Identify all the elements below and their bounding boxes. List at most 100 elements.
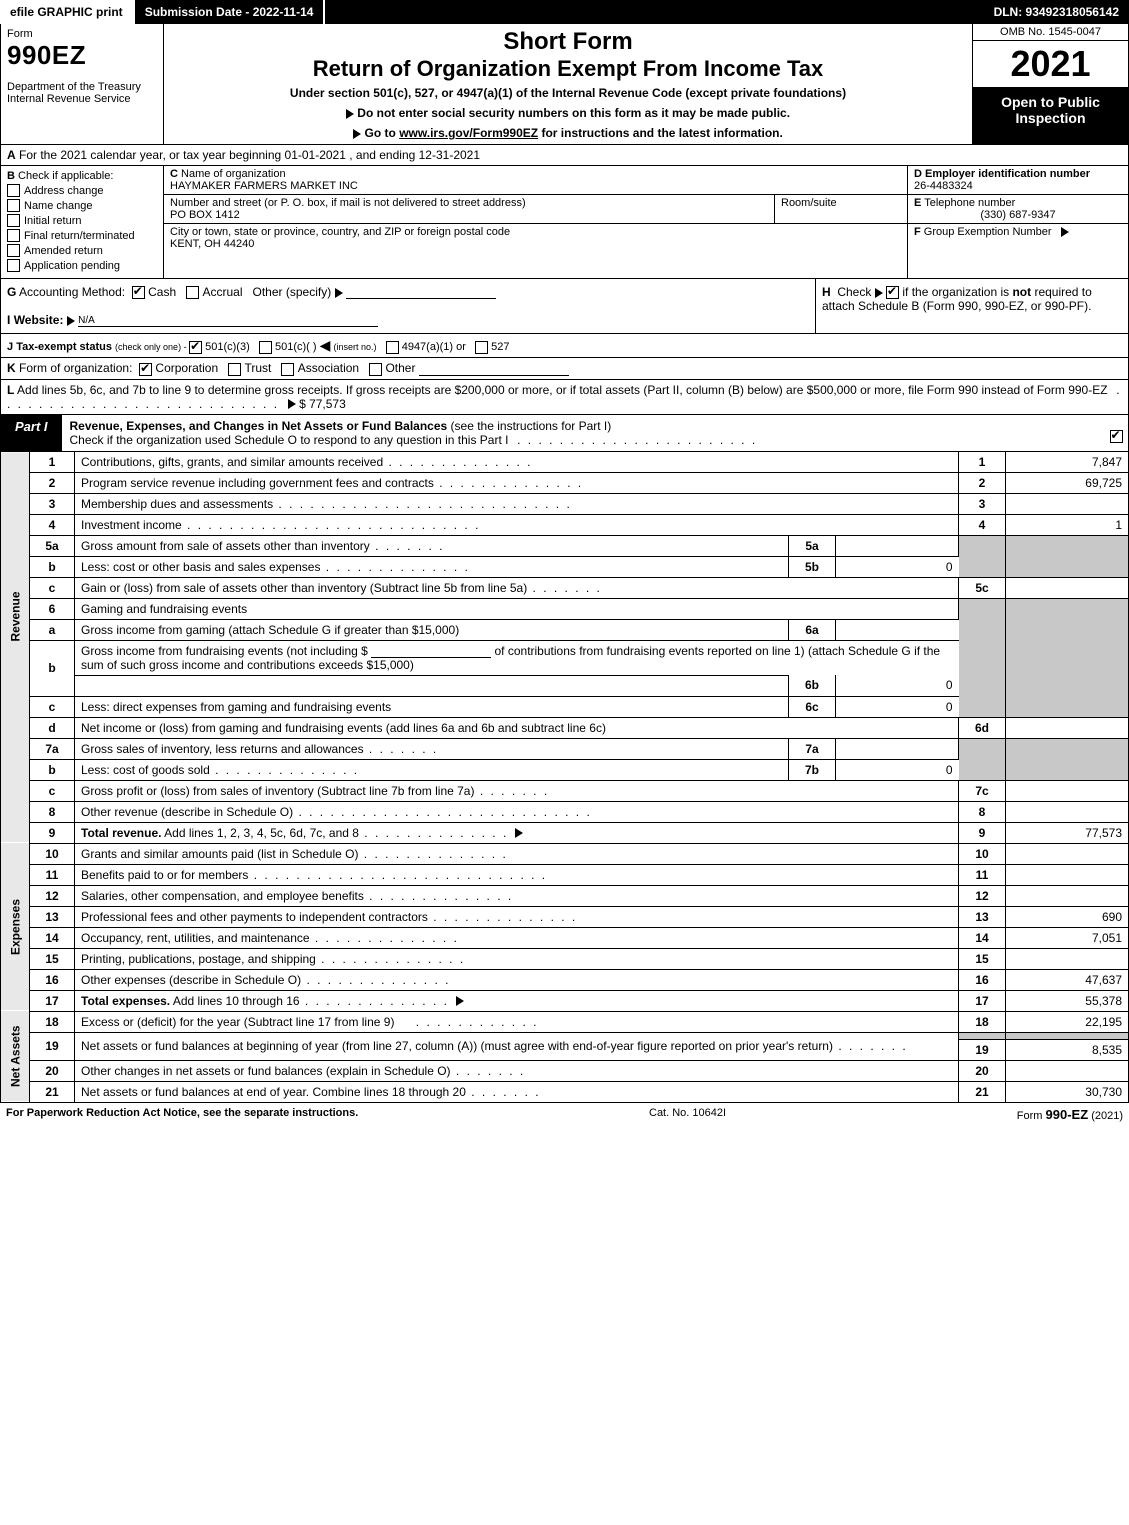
col-h: H Check if the organization is not requi… bbox=[815, 279, 1128, 333]
line-desc: Program service revenue including govern… bbox=[75, 472, 959, 493]
noss-text: Do not enter social security numbers on … bbox=[357, 106, 790, 120]
cb-accrual[interactable] bbox=[186, 286, 199, 299]
line-2: 2 Program service revenue including gove… bbox=[1, 472, 1129, 493]
box-val: 690 bbox=[1006, 906, 1129, 927]
part-i-checkbox-cell bbox=[1104, 415, 1128, 451]
arrow-icon bbox=[1061, 227, 1069, 237]
part-i-table: Revenue 1 Contributions, gifts, grants, … bbox=[0, 452, 1129, 1103]
phone-cell: E Telephone number (330) 687-9347 bbox=[908, 195, 1128, 224]
line-num: 9 bbox=[30, 822, 75, 843]
cb-application-pending[interactable]: Application pending bbox=[7, 259, 157, 272]
checkbox-icon bbox=[7, 229, 20, 242]
sub-num: 7a bbox=[789, 738, 836, 759]
tax-exempt-label: Tax-exempt status bbox=[16, 341, 112, 353]
line-num: c bbox=[30, 780, 75, 801]
cb-address-change[interactable]: Address change bbox=[7, 184, 157, 197]
addr-row: Number and street (or P. O. box, if mail… bbox=[164, 195, 907, 224]
cb-final-return[interactable]: Final return/terminated bbox=[7, 229, 157, 242]
line-desc: Gaming and fundraising events bbox=[75, 598, 959, 619]
box-val bbox=[1006, 717, 1129, 738]
cb-schedule-o[interactable] bbox=[1110, 430, 1123, 443]
line-21: 21 Net assets or fund balances at end of… bbox=[1, 1081, 1129, 1102]
line-desc: Less: cost of goods sold bbox=[75, 759, 789, 780]
box-num: 11 bbox=[959, 864, 1006, 885]
section-k: K Form of organization: Corporation Trus… bbox=[0, 358, 1129, 379]
part-i-title: Revenue, Expenses, and Changes in Net As… bbox=[62, 415, 1104, 451]
cb-527[interactable] bbox=[475, 341, 488, 354]
line-10: Expenses 10 Grants and similar amounts p… bbox=[1, 843, 1129, 864]
irs-label: Internal Revenue Service bbox=[7, 93, 157, 105]
line-num: 7a bbox=[30, 738, 75, 759]
part-i-header: Part I Revenue, Expenses, and Changes in… bbox=[0, 415, 1129, 452]
street-value: PO BOX 1412 bbox=[170, 209, 240, 221]
noss-line: Do not enter social security numbers on … bbox=[170, 106, 966, 120]
line-4: 4 Investment income 4 1 bbox=[1, 514, 1129, 535]
box-shade bbox=[1006, 598, 1129, 717]
line-num: 18 bbox=[30, 1011, 75, 1032]
box-num: 15 bbox=[959, 948, 1006, 969]
line-desc: Other changes in net assets or fund bala… bbox=[75, 1060, 959, 1081]
line-7a: 7a Gross sales of inventory, less return… bbox=[1, 738, 1129, 759]
line-desc: Excess or (deficit) for the year (Subtra… bbox=[75, 1011, 959, 1032]
cb-sched-b[interactable] bbox=[886, 286, 899, 299]
line-a-text: For the 2021 calendar year, or tax year … bbox=[19, 148, 480, 162]
box-num: 4 bbox=[959, 514, 1006, 535]
other-specify-field[interactable] bbox=[346, 298, 496, 299]
cb-amended-return[interactable]: Amended return bbox=[7, 244, 157, 257]
ein-value: 26-4483324 bbox=[914, 180, 973, 192]
header-center: Short Form Return of Organization Exempt… bbox=[164, 24, 973, 144]
box-shade bbox=[959, 598, 1006, 717]
line-num: 14 bbox=[30, 927, 75, 948]
arrow-icon bbox=[346, 109, 354, 119]
box-shade bbox=[959, 535, 1006, 577]
website-label: Website: bbox=[14, 313, 64, 327]
cb-name-change[interactable]: Name change bbox=[7, 199, 157, 212]
cb-501c3[interactable] bbox=[189, 341, 202, 354]
box-val: 22,195 bbox=[1006, 1011, 1129, 1032]
box-val: 1 bbox=[1006, 514, 1129, 535]
line-desc: Gross income from gaming (attach Schedul… bbox=[75, 619, 789, 640]
line-13: 13 Professional fees and other payments … bbox=[1, 906, 1129, 927]
h-not: not bbox=[1012, 285, 1031, 299]
sub-num: 7b bbox=[789, 759, 836, 780]
box-val: 7,847 bbox=[1006, 452, 1129, 473]
website-value: N/A bbox=[78, 315, 378, 327]
line-num: 20 bbox=[30, 1060, 75, 1081]
box-num: 14 bbox=[959, 927, 1006, 948]
line-desc: Net income or (loss) from gaming and fun… bbox=[75, 717, 959, 738]
label-k: K bbox=[7, 361, 16, 375]
sub-val: 0 bbox=[836, 759, 959, 780]
cb-4947[interactable] bbox=[386, 341, 399, 354]
line-desc: Less: cost or other basis and sales expe… bbox=[75, 556, 789, 577]
cb-trust[interactable] bbox=[228, 363, 241, 376]
line-num: 16 bbox=[30, 969, 75, 990]
org-name-cell: C Name of organization HAYMAKER FARMERS … bbox=[164, 166, 907, 195]
sub-val bbox=[836, 619, 959, 640]
cb-corporation[interactable] bbox=[139, 363, 152, 376]
sub-val: 0 bbox=[836, 556, 959, 577]
irs-link[interactable]: www.irs.gov/Form990EZ bbox=[399, 126, 538, 140]
other-org-field[interactable] bbox=[419, 375, 569, 376]
short-form-title: Short Form bbox=[170, 28, 966, 56]
return-title: Return of Organization Exempt From Incom… bbox=[170, 56, 966, 82]
cb-initial-return[interactable]: Initial return bbox=[7, 214, 157, 227]
line-5c: c Gain or (loss) from sale of assets oth… bbox=[1, 577, 1129, 598]
line-num: 10 bbox=[30, 843, 75, 864]
sub-num: 6a bbox=[789, 619, 836, 640]
box-num: 10 bbox=[959, 843, 1006, 864]
line-desc: Other revenue (describe in Schedule O) bbox=[75, 801, 959, 822]
line-num: 13 bbox=[30, 906, 75, 927]
line-num: 2 bbox=[30, 472, 75, 493]
cb-other-org[interactable] bbox=[369, 363, 382, 376]
cb-501c[interactable] bbox=[259, 341, 272, 354]
box-num: 6d bbox=[959, 717, 1006, 738]
cb-cash[interactable] bbox=[132, 286, 145, 299]
group-exemption-label: Group Exemption Number bbox=[924, 226, 1052, 238]
line-8: 8 Other revenue (describe in Schedule O)… bbox=[1, 801, 1129, 822]
box-num: 19 bbox=[959, 1039, 1006, 1060]
cb-association[interactable] bbox=[281, 363, 294, 376]
sub-num: 5b bbox=[789, 556, 836, 577]
line-desc: Printing, publications, postage, and shi… bbox=[75, 948, 959, 969]
box-val: 47,637 bbox=[1006, 969, 1129, 990]
goto-line: Go to www.irs.gov/Form990EZ for instruct… bbox=[170, 126, 966, 140]
